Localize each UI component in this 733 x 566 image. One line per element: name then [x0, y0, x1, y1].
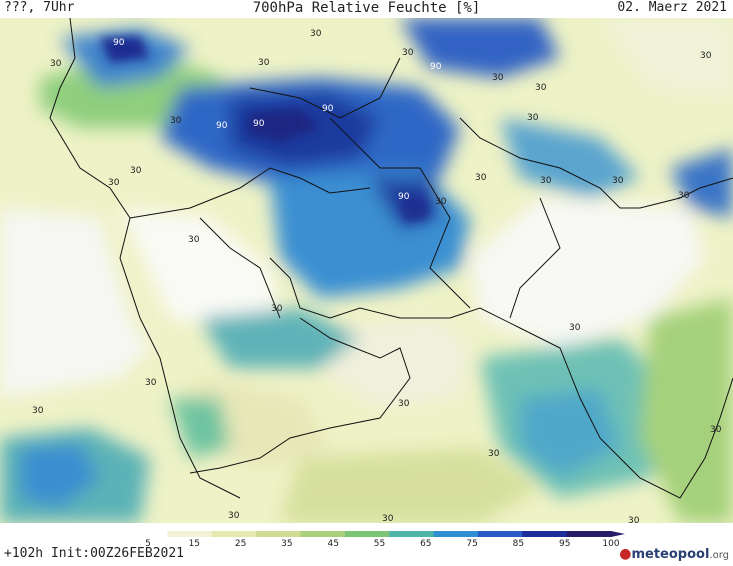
contour-label-90: 90 [253, 119, 265, 129]
contour-label-30: 30 [678, 191, 690, 201]
valid-date-label: 02. Maerz 2021 [617, 0, 727, 15]
contour-label-30: 30 [435, 197, 447, 207]
logo-dot-icon: ● [619, 546, 632, 562]
colorbar-tick-label: 95 [559, 539, 570, 547]
colorbar-block [344, 531, 390, 537]
country-borders [49, 18, 733, 499]
contour-label-30: 30 [569, 323, 581, 333]
contour-label-30: 30 [475, 173, 487, 183]
colorbar-ticks: 5 15 25 35 45 55 65 75 85 95 100 [145, 539, 620, 547]
logo-suffix-text: .org [709, 550, 729, 561]
contour-label-30: 30 [612, 176, 624, 186]
contour-label-30: 30 [50, 59, 62, 69]
contour-label-30: 30 [527, 113, 539, 123]
valid-time-label: ???, 7Uhr [4, 0, 75, 15]
contour-label-30: 30 [145, 378, 157, 388]
contour-label-30: 30 [540, 176, 552, 186]
contour-label-30: 30 [710, 425, 722, 435]
colorbar-block [167, 531, 213, 537]
colorbar-tick-label: 45 [327, 539, 338, 547]
contour-label-30: 30 [170, 116, 182, 126]
contour-label-30: 30 [700, 51, 712, 61]
contour-label-30: 30 [402, 48, 414, 58]
colorbar-tick-label: 65 [420, 539, 431, 547]
run-info: +102h Init:00Z26FEB2021 [4, 546, 185, 561]
meteopool-logo[interactable]: ●meteopool.org [619, 546, 729, 562]
contour-label-30: 30 [488, 449, 500, 459]
colorbar-block [300, 531, 346, 537]
colorbar-end-arrow [611, 531, 625, 537]
colorbar-tick-label: 75 [466, 539, 477, 547]
colorbar-tick-label: 85 [513, 539, 524, 547]
colorbar-tick-label: 100 [602, 539, 619, 547]
contour-label-90: 90 [430, 62, 442, 72]
contour-label-30: 30 [271, 304, 283, 314]
contour-label-90: 90 [322, 104, 334, 114]
colorbar-block [389, 531, 435, 537]
contour-label-30: 30 [228, 511, 240, 521]
colorbar-tick-label: 5 [145, 539, 151, 547]
colorbar-blocks [123, 531, 625, 537]
contour-label-30: 30 [310, 29, 322, 39]
contour-labels: 30 30 30 30 30 30 30 30 30 30 30 30 30 3… [32, 29, 722, 523]
contour-label-30: 30 [628, 516, 640, 523]
colorbar-block [211, 531, 257, 537]
colorbar-block [123, 531, 168, 537]
colorbar-tick-label: 55 [374, 539, 385, 547]
contour-label-30: 30 [130, 166, 142, 176]
logo-main-text: meteopool [631, 547, 710, 562]
contour-label-30: 30 [535, 83, 547, 93]
colorbar-block [433, 531, 479, 537]
contour-label-30: 30 [188, 235, 200, 245]
contour-label-30: 30 [108, 178, 120, 188]
colorbar: 5 15 25 35 45 55 65 75 85 95 100 [123, 531, 625, 547]
colorbar-block [522, 531, 568, 537]
contour-label-30: 30 [398, 399, 410, 409]
colorbar-tick-label: 15 [189, 539, 200, 547]
contour-label-30: 30 [492, 73, 504, 83]
contour-label-90: 90 [113, 38, 125, 48]
map-title: 700hPa Relative Feuchte [%] [252, 0, 481, 16]
humidity-map: 30 30 30 30 30 30 30 30 30 30 30 30 30 3… [0, 18, 733, 523]
contour-label-30: 30 [258, 58, 270, 68]
colorbar-tick-label: 35 [281, 539, 292, 547]
colorbar-tick-label: 25 [235, 539, 246, 547]
humidity-field [0, 18, 733, 523]
humidity-core [100, 36, 430, 223]
contour-label-30: 30 [32, 406, 44, 416]
contour-label-90: 90 [216, 121, 228, 131]
contour-label-90: 90 [398, 192, 410, 202]
colorbar-block [477, 531, 523, 537]
contour-label-30: 30 [382, 514, 394, 523]
colorbar-block [566, 531, 612, 537]
colorbar-block [256, 531, 301, 537]
